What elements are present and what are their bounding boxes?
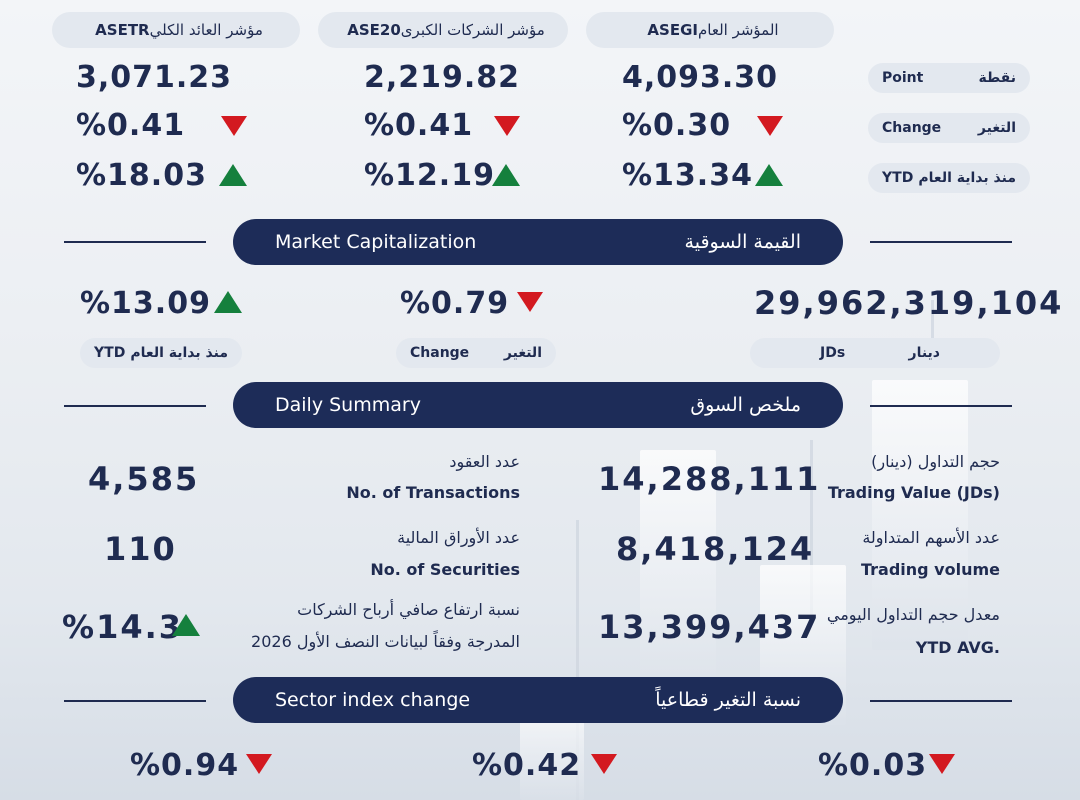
- securities: 110: [104, 530, 177, 568]
- market-cap-change: %0.79: [400, 286, 510, 321]
- asetr-change: %0.41: [76, 108, 186, 143]
- down-arrow-icon: [221, 116, 247, 136]
- divider-line: [64, 241, 206, 243]
- trading-volume-label-ar: عدد الأسهم المتداولة: [862, 528, 1000, 547]
- profit-growth-label-line1: نسبة ارتفاع صافي أرباح الشركات: [297, 600, 520, 619]
- label-ar: التغير: [977, 120, 1016, 136]
- profit-growth: %14.3: [62, 608, 184, 646]
- down-arrow-icon: [591, 754, 617, 774]
- asegi-point: 4,093.30: [622, 60, 779, 95]
- up-arrow-icon: [492, 164, 520, 186]
- market-cap-value-label: JDs دينار: [750, 338, 1000, 368]
- trading-value-label-en: Trading Value (JDs): [827, 483, 1000, 502]
- up-arrow-icon: [214, 291, 242, 313]
- ytd-avg: 13,399,437: [598, 608, 821, 646]
- divider-line: [870, 405, 1012, 407]
- securities-label-en: No. of Securities: [370, 560, 520, 579]
- label-en: JDs: [820, 345, 846, 361]
- down-arrow-icon: [517, 292, 543, 312]
- label-en: Point: [882, 70, 924, 86]
- up-arrow-icon: [172, 614, 200, 636]
- label-en: YTD: [94, 345, 126, 361]
- asegi-change: %0.30: [622, 108, 732, 143]
- index-code: ASEGI: [647, 21, 698, 39]
- down-arrow-icon: [494, 116, 520, 136]
- banner-title-ar: القيمة السوقية: [684, 231, 801, 253]
- sector-value-2: %0.42: [472, 748, 582, 783]
- trading-volume-label-en: Trading volume: [860, 560, 1000, 579]
- divider-line: [64, 700, 206, 702]
- ytd-avg-label-ar: معدل حجم التداول اليومي: [826, 605, 1000, 624]
- up-arrow-icon: [219, 164, 247, 186]
- down-arrow-icon: [929, 754, 955, 774]
- up-arrow-icon: [755, 164, 783, 186]
- ytd-avg-label-en: YTD AVG.: [915, 638, 1000, 657]
- sector-value-3: %0.94: [130, 748, 240, 783]
- divider-line: [64, 405, 206, 407]
- background-decoration: [931, 300, 934, 360]
- ase20-ytd: %12.19: [364, 158, 495, 193]
- label-ar: منذ بداية العام: [918, 170, 1016, 186]
- index-code: ASETR: [95, 21, 150, 39]
- index-name-ar: المؤشر العام: [697, 21, 779, 39]
- down-arrow-icon: [757, 116, 783, 136]
- market-cap-change-label: Change التغير: [396, 338, 556, 368]
- banner-title-ar: نسبة التغير قطاعياً: [655, 689, 801, 711]
- daily-summary-banner: Daily Summary ملخص السوق: [233, 382, 843, 428]
- market-cap-ytd: %13.09: [80, 286, 211, 321]
- background-decoration: [640, 450, 716, 690]
- asetr-point: 3,071.23: [76, 60, 233, 95]
- background-decoration: [576, 520, 579, 800]
- trading-volume: 8,418,124: [616, 530, 815, 568]
- transactions-label-ar: عدد العقود: [449, 452, 520, 471]
- banner-title-en: Sector index change: [275, 689, 471, 711]
- ase20-change: %0.41: [364, 108, 474, 143]
- index-header-asegi: المؤشر العام ASEGI: [586, 12, 834, 48]
- trading-value-label-ar: حجم التداول (دينار): [871, 452, 1000, 471]
- label-ar: نقطة: [978, 70, 1016, 86]
- label-ar: التغير: [503, 345, 542, 361]
- label-en: Change: [882, 120, 942, 136]
- index-name-ar: مؤشر الشركات الكبرى: [400, 21, 545, 39]
- index-name-ar: مؤشر العائد الكلي: [149, 21, 263, 39]
- transactions: 4,585: [88, 460, 200, 498]
- market-cap-banner: Market Capitalization القيمة السوقية: [233, 219, 843, 265]
- background-decoration: [810, 440, 813, 620]
- banner-title-ar: ملخص السوق: [690, 394, 801, 416]
- label-ar: دينار: [908, 345, 940, 361]
- sector-banner: Sector index change نسبة التغير قطاعياً: [233, 677, 843, 723]
- index-code: ASE20: [347, 21, 401, 39]
- ase20-point: 2,219.82: [364, 60, 521, 95]
- index-header-asetr: مؤشر العائد الكلي ASETR: [52, 12, 300, 48]
- row-label-change: Change التغير: [868, 113, 1030, 143]
- banner-title-en: Daily Summary: [275, 394, 421, 416]
- asetr-ytd: %18.03: [76, 158, 207, 193]
- label-ar: منذ بداية العام: [130, 345, 228, 361]
- banner-title-en: Market Capitalization: [275, 231, 477, 253]
- row-label-ytd: YTD منذ بداية العام: [868, 163, 1030, 193]
- asegi-ytd: %13.34: [622, 158, 753, 193]
- index-header-ase20: مؤشر الشركات الكبرى ASE20: [318, 12, 568, 48]
- sector-value-1: %0.03: [818, 748, 928, 783]
- market-cap-ytd-label: YTD منذ بداية العام: [80, 338, 242, 368]
- label-en: YTD: [882, 170, 914, 186]
- market-cap-value: 29,962,319,104: [754, 284, 1064, 322]
- transactions-label-en: No. of Transactions: [346, 483, 520, 502]
- securities-label-ar: عدد الأوراق المالية: [397, 528, 520, 547]
- label-en: Change: [410, 345, 470, 361]
- row-label-point: Point نقطة: [868, 63, 1030, 93]
- profit-growth-label-line2: المدرجة وفقاً لبيانات النصف الأول 2026: [251, 632, 520, 651]
- down-arrow-icon: [246, 754, 272, 774]
- divider-line: [870, 241, 1012, 243]
- background-decoration: [872, 380, 968, 650]
- divider-line: [870, 700, 1012, 702]
- trading-value: 14,288,111: [598, 460, 821, 498]
